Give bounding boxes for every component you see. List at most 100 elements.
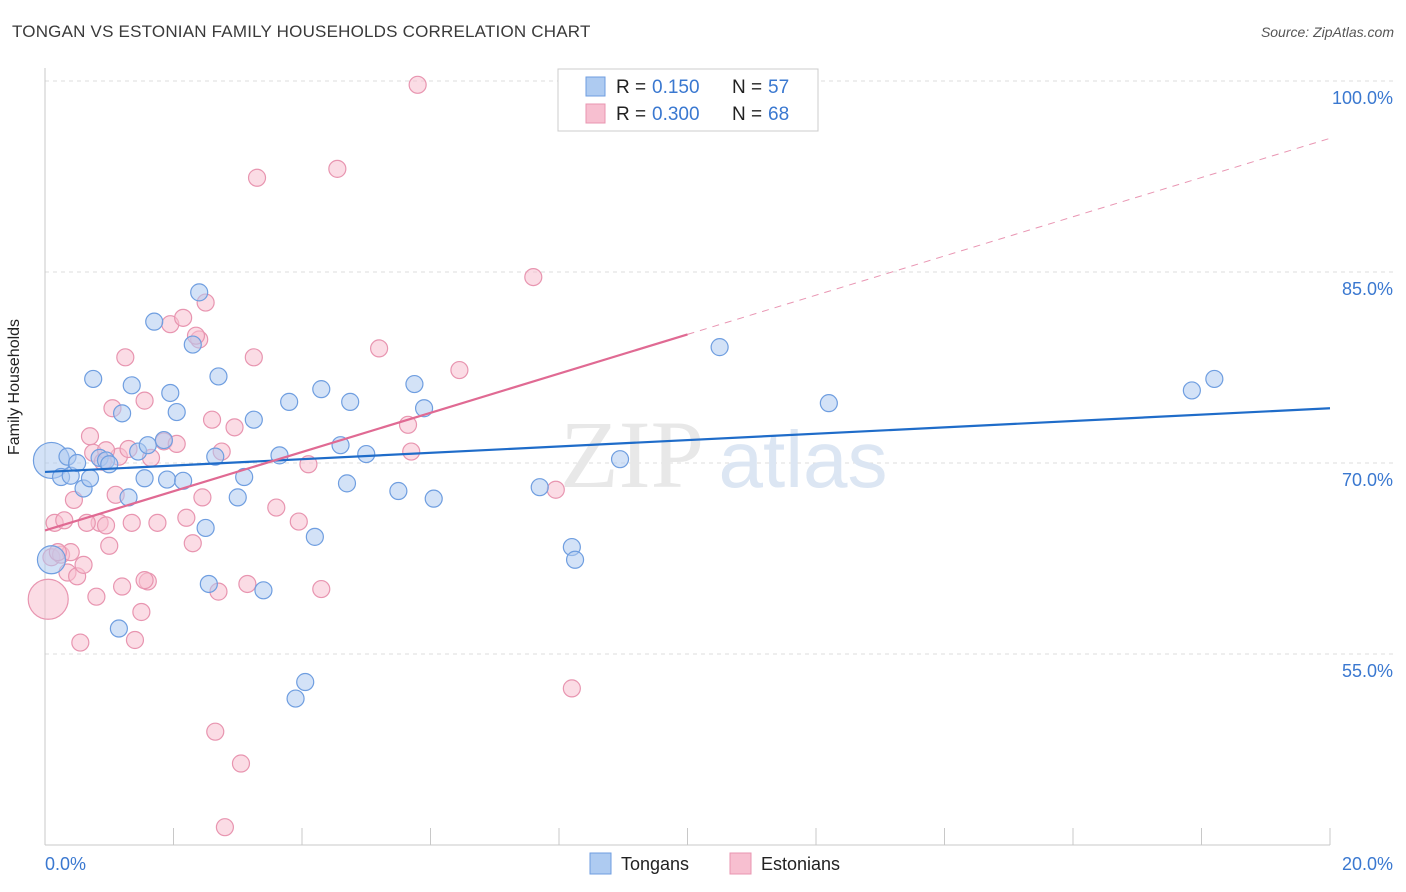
gridlines [45, 80, 1393, 655]
tongans-r-label: R = [616, 77, 646, 98]
estonians-trend-line [44, 333, 688, 532]
tongan-point [357, 444, 376, 464]
tongans-trend-line [44, 407, 1331, 474]
tongan-point [296, 672, 315, 692]
estonian-point [244, 348, 263, 367]
tongan-point [1205, 369, 1224, 389]
tongan-point [286, 689, 305, 708]
estonians-swatch [585, 103, 606, 124]
tongan-point [145, 312, 164, 331]
tongans-swatch [585, 76, 606, 97]
watermark: ZIP atlas [560, 401, 887, 508]
estonian-point [148, 513, 167, 532]
estonian-point [100, 536, 119, 555]
estonian-point [74, 555, 93, 574]
tongan-point [109, 619, 128, 638]
x-tick-label: 0.0% [45, 854, 86, 874]
estonian-point [135, 571, 154, 590]
tongan-point [565, 550, 585, 569]
tongan-point [84, 369, 103, 389]
estonian-point [87, 587, 106, 606]
tongan-point [405, 374, 424, 394]
estonian-point [562, 679, 581, 698]
tongan-point [209, 367, 228, 386]
x-tick-label: 20.0% [1342, 854, 1393, 874]
tongan-point [161, 383, 180, 403]
tongan-point [157, 470, 177, 489]
tongan-point [36, 545, 67, 575]
tongan-point [199, 574, 218, 594]
legend-estonians-swatch [729, 852, 752, 875]
estonian-point [450, 360, 469, 380]
tongan-point [280, 392, 299, 411]
estonian-point [174, 308, 193, 327]
tongan-point [154, 430, 173, 450]
tongan-point [235, 467, 254, 487]
tongans-n-value: 57 [768, 77, 789, 98]
estonian-point [215, 818, 234, 837]
tongan-point [389, 481, 408, 501]
estonian-point [238, 574, 257, 594]
estonian-point [312, 579, 331, 599]
tongan-point [710, 338, 729, 357]
tongan-point [80, 469, 100, 488]
chart-title: TONGAN VS ESTONIAN FAMILY HOUSEHOLDS COR… [12, 22, 591, 41]
estonian-point [247, 168, 267, 187]
tongan-point [68, 453, 87, 473]
watermark-atlas: atlas [719, 415, 888, 504]
y-tick-label: 55.0% [1342, 661, 1393, 681]
tongan-point [112, 404, 132, 423]
estonian-point [193, 488, 212, 507]
tongan-point [312, 380, 331, 399]
legend-estonians-label: Estonians [761, 854, 840, 874]
legend-tongans-swatch [589, 852, 612, 875]
tongan-point [138, 436, 157, 455]
estonian-point [402, 442, 421, 461]
tongan-point [341, 392, 360, 411]
tongans-n-label: N = [732, 77, 762, 98]
estonian-point [177, 508, 196, 527]
estonian-point [370, 339, 389, 358]
estonian-point [27, 578, 69, 620]
estonian-point [112, 577, 132, 596]
estonian-point [202, 410, 222, 429]
estonian-point [183, 534, 202, 553]
estonian-point [546, 480, 565, 499]
estonians-n-label: N = [732, 104, 762, 125]
watermark-zip: ZIP [560, 401, 704, 508]
tongans-r-value: 0.150 [652, 77, 700, 98]
estonian-point [408, 75, 427, 94]
tongan-point [196, 518, 215, 538]
estonians-trend-extension [687, 137, 1331, 335]
tongan-point [100, 455, 119, 474]
estonian-point [231, 754, 251, 773]
tongan-point [1182, 381, 1201, 400]
estonian-point [116, 348, 135, 367]
estonian-point [55, 511, 74, 530]
y-tick-label: 100.0% [1332, 88, 1393, 108]
estonian-point [132, 602, 151, 622]
tongan-point [228, 488, 247, 507]
estonian-point [135, 391, 154, 410]
y-tick-label: 70.0% [1342, 470, 1393, 490]
estonian-point [289, 512, 308, 531]
tongan-point [167, 402, 186, 422]
tongan-point [183, 335, 202, 354]
tongan-point [135, 469, 154, 488]
tongan-point [819, 394, 838, 413]
tongan-point [305, 527, 324, 546]
bottom-legend: Tongans Estonians [589, 852, 840, 875]
estonian-point [96, 516, 116, 535]
estonians-n-value: 68 [768, 104, 789, 125]
tongan-point [424, 489, 443, 508]
estonian-point [122, 513, 141, 532]
estonian-point [71, 633, 90, 652]
tongans-points [32, 283, 1224, 708]
estonian-point [524, 267, 543, 287]
tick-labels: 55.0% 70.0% 85.0% 100.0% 0.0% 20.0% [45, 88, 1393, 874]
tongan-point [337, 474, 357, 493]
stats-legend: R = 0.150 N = 57 R = 0.300 N = 68 [557, 68, 819, 132]
tongan-point [610, 450, 630, 469]
estonian-point [80, 427, 100, 446]
